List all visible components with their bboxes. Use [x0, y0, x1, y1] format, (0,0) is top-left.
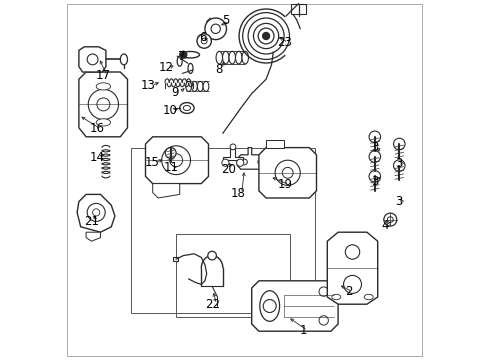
Ellipse shape: [96, 119, 110, 126]
Text: 3: 3: [394, 157, 402, 170]
Circle shape: [263, 300, 276, 312]
Circle shape: [262, 32, 269, 40]
Text: 9: 9: [171, 86, 179, 99]
Circle shape: [345, 245, 359, 259]
Text: 7: 7: [177, 50, 185, 63]
Text: 22: 22: [205, 298, 220, 311]
Text: 20: 20: [221, 163, 235, 176]
Polygon shape: [251, 281, 337, 331]
Ellipse shape: [259, 291, 279, 321]
Circle shape: [253, 23, 278, 49]
Circle shape: [393, 160, 404, 171]
Text: 19: 19: [277, 178, 292, 191]
Ellipse shape: [181, 51, 199, 58]
Ellipse shape: [120, 54, 127, 65]
Text: 18: 18: [230, 187, 245, 200]
Ellipse shape: [364, 294, 372, 300]
Circle shape: [343, 275, 361, 293]
Polygon shape: [86, 232, 101, 241]
Text: 14: 14: [90, 151, 105, 164]
Circle shape: [368, 151, 380, 162]
Ellipse shape: [179, 103, 194, 113]
Polygon shape: [77, 194, 115, 232]
Polygon shape: [145, 137, 208, 184]
Circle shape: [383, 213, 396, 226]
Circle shape: [88, 89, 118, 120]
Circle shape: [92, 209, 100, 216]
Text: 3: 3: [394, 195, 402, 208]
Text: 4: 4: [380, 219, 388, 231]
Text: 6: 6: [199, 31, 206, 44]
Polygon shape: [79, 72, 127, 137]
Circle shape: [257, 159, 263, 165]
Text: 16: 16: [89, 122, 104, 135]
Text: 15: 15: [144, 156, 159, 169]
Ellipse shape: [197, 81, 203, 91]
Ellipse shape: [187, 63, 193, 73]
Circle shape: [204, 18, 226, 40]
Circle shape: [242, 13, 289, 59]
Ellipse shape: [228, 51, 235, 64]
Ellipse shape: [331, 294, 340, 300]
Text: 12: 12: [158, 61, 173, 74]
Text: 1: 1: [300, 324, 307, 337]
Circle shape: [201, 38, 206, 44]
Circle shape: [179, 51, 186, 58]
Circle shape: [222, 159, 228, 166]
Ellipse shape: [235, 51, 242, 64]
Text: 21: 21: [84, 215, 99, 228]
Text: 11: 11: [163, 161, 178, 174]
Ellipse shape: [191, 81, 197, 91]
Circle shape: [241, 159, 247, 165]
Circle shape: [87, 54, 98, 65]
Text: 3: 3: [370, 175, 378, 188]
Text: 8: 8: [214, 63, 222, 76]
Circle shape: [368, 171, 380, 182]
Ellipse shape: [216, 51, 222, 64]
Ellipse shape: [96, 83, 110, 90]
Ellipse shape: [183, 105, 190, 111]
Circle shape: [197, 34, 211, 48]
Ellipse shape: [222, 51, 228, 64]
Polygon shape: [258, 148, 316, 198]
Polygon shape: [237, 148, 267, 169]
Circle shape: [393, 138, 404, 150]
Circle shape: [207, 251, 216, 260]
Circle shape: [162, 146, 190, 175]
Ellipse shape: [203, 81, 208, 91]
Circle shape: [258, 28, 273, 44]
Ellipse shape: [177, 56, 182, 66]
Text: 23: 23: [277, 36, 292, 49]
Polygon shape: [152, 184, 179, 198]
Circle shape: [211, 24, 220, 33]
Circle shape: [97, 98, 110, 111]
Text: 5: 5: [222, 14, 229, 27]
Circle shape: [236, 159, 244, 166]
Circle shape: [169, 154, 182, 167]
Circle shape: [318, 316, 328, 325]
Text: 17: 17: [96, 69, 111, 82]
Polygon shape: [223, 149, 242, 160]
Circle shape: [230, 144, 235, 150]
Polygon shape: [172, 257, 178, 261]
Text: 13: 13: [140, 79, 155, 92]
Polygon shape: [265, 140, 284, 148]
Ellipse shape: [185, 81, 191, 91]
Text: 10: 10: [162, 104, 177, 117]
Circle shape: [87, 203, 105, 221]
Circle shape: [275, 160, 300, 185]
Circle shape: [386, 217, 392, 222]
Circle shape: [318, 287, 328, 296]
Circle shape: [165, 148, 176, 158]
Ellipse shape: [242, 51, 248, 64]
Circle shape: [368, 131, 380, 143]
Polygon shape: [291, 4, 305, 14]
Text: 3: 3: [370, 141, 378, 154]
Polygon shape: [79, 47, 106, 72]
Text: 2: 2: [345, 285, 352, 298]
Circle shape: [282, 167, 292, 178]
Circle shape: [247, 18, 284, 54]
Polygon shape: [326, 232, 377, 304]
